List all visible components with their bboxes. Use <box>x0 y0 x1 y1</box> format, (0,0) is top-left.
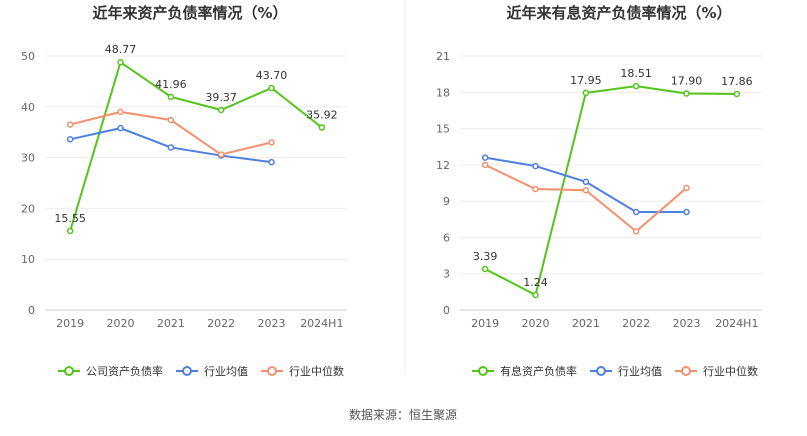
x-tick-label: 2020 <box>522 317 550 330</box>
x-tick-label: 2023 <box>673 317 701 330</box>
y-tick-label: 50 <box>21 50 35 63</box>
data-point <box>217 151 225 158</box>
data-point <box>532 291 539 299</box>
data-point <box>167 93 175 101</box>
chart-title: 近年来资产负债率情况（%） <box>92 4 287 22</box>
legend-marker <box>267 366 277 376</box>
legend-marker <box>681 366 691 376</box>
data-source-note: 数据来源：恒生聚源 <box>349 407 457 422</box>
data-point <box>66 227 74 235</box>
data-point <box>117 108 124 116</box>
data-label: 17.90 <box>671 74 703 87</box>
y-tick-label: 20 <box>21 202 35 215</box>
data-point <box>268 139 275 146</box>
data-point <box>481 161 489 169</box>
x-tick-label: 2022 <box>622 317 650 330</box>
legend-label: 有息资产负债率 <box>500 364 577 378</box>
data-point <box>632 82 640 90</box>
x-tick-label: 2024H1 <box>300 317 343 330</box>
x-tick-label: 2022 <box>207 317 235 330</box>
legend-label: 行业中位数 <box>289 364 344 378</box>
data-point <box>318 124 326 131</box>
x-tick-label: 2021 <box>572 317 600 330</box>
y-tick-label: 6 <box>443 231 450 244</box>
data-label: 39.37 <box>205 91 237 104</box>
data-label: 1.24 <box>523 276 548 289</box>
y-tick-label: 0 <box>28 304 35 317</box>
series-line---0 <box>484 85 737 297</box>
y-tick-label: 18 <box>436 86 450 99</box>
legend-marker <box>596 366 606 376</box>
data-point <box>582 187 590 194</box>
data-point <box>532 185 539 193</box>
data-point <box>167 116 175 124</box>
data-point <box>117 58 124 66</box>
legend-label: 行业均值 <box>204 365 248 378</box>
data-point <box>167 144 175 151</box>
data-label: 43.70 <box>256 69 288 82</box>
data-point <box>632 208 640 216</box>
x-tick-label: 2019 <box>471 317 499 330</box>
data-point <box>532 162 539 170</box>
legend-marker <box>478 366 488 376</box>
data-point <box>481 265 489 273</box>
data-label: 35.92 <box>306 109 338 122</box>
data-label: 48.77 <box>105 43 137 56</box>
data-point <box>683 208 690 216</box>
data-label: 17.95 <box>570 74 602 87</box>
data-point <box>582 178 590 186</box>
interest-bearing-debt-ratio-chart: 近年来有息资产负债率情况（%） 0 3 6 9 12 15 18 21 2019 2020 2021 2… <box>436 4 762 378</box>
x-tick-label: 2020 <box>107 317 135 330</box>
data-point <box>683 184 690 192</box>
series-line---2 <box>484 163 688 233</box>
data-point <box>632 228 640 235</box>
x-tick-label: 2021 <box>157 317 185 330</box>
y-tick-label: 0 <box>443 304 450 317</box>
data-point <box>733 90 741 98</box>
data-label: 18.51 <box>620 67 652 80</box>
series-line---0 <box>69 61 323 232</box>
legend-marker <box>64 366 74 376</box>
data-point <box>268 84 275 92</box>
data-label: 3.39 <box>473 250 498 263</box>
x-tick-label: 2024H1 <box>715 317 758 330</box>
debt-ratio-chart: 近年来资产负债率情况（%） 0 10 20 30 40 50 2019 2020 2021 2022… <box>21 4 347 378</box>
y-tick-label: 9 <box>443 195 450 208</box>
data-point <box>268 158 275 166</box>
data-label: 17.86 <box>721 75 753 88</box>
data-point <box>683 90 690 97</box>
legend-label: 行业均值 <box>618 365 662 378</box>
data-point <box>66 136 74 143</box>
y-tick-label: 10 <box>21 253 35 266</box>
legend-marker <box>182 366 192 376</box>
legend-label: 公司资产负债率 <box>86 364 163 378</box>
data-label: 15.55 <box>54 212 86 225</box>
data-point <box>582 89 590 97</box>
data-point <box>481 154 489 161</box>
data-label: 41.96 <box>155 78 187 91</box>
x-tick-label: 2023 <box>258 317 286 330</box>
data-point <box>66 121 74 128</box>
legend-label: 行业中位数 <box>703 364 758 378</box>
y-tick-label: 12 <box>436 159 450 172</box>
data-point <box>117 124 124 132</box>
x-tick-label: 2019 <box>56 317 84 330</box>
y-tick-label: 15 <box>436 123 450 136</box>
data-point <box>217 106 225 114</box>
y-tick-label: 3 <box>443 268 450 281</box>
chart-title: 近年来有息资产负债率情况（%） <box>506 4 731 22</box>
y-tick-label: 21 <box>436 50 450 63</box>
y-tick-label: 30 <box>21 152 35 165</box>
y-tick-label: 40 <box>21 101 35 114</box>
